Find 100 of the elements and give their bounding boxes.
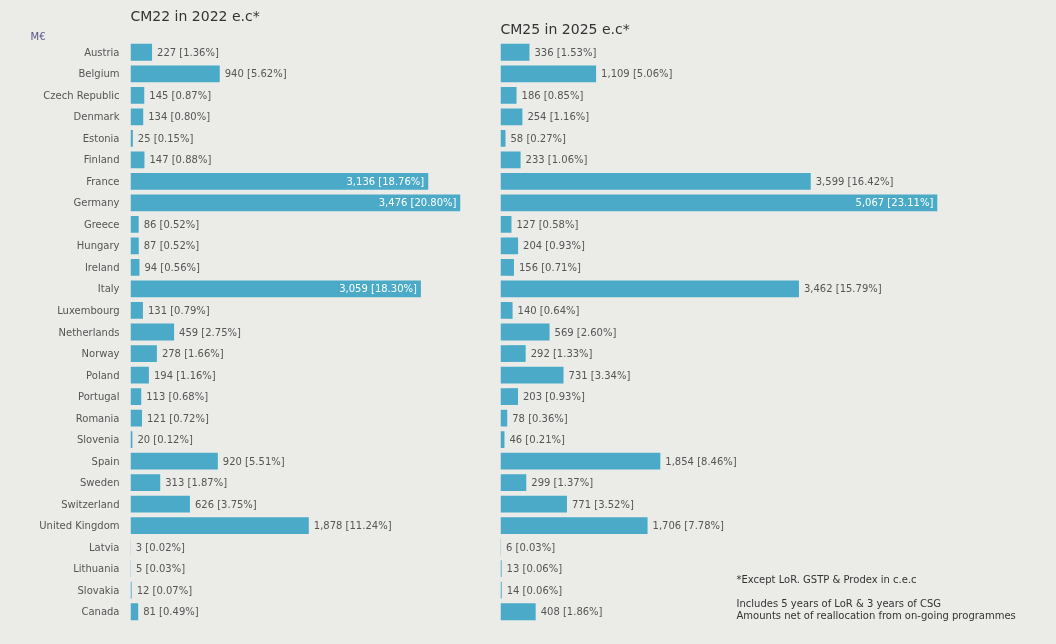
- data-label: 278 [1.66%]: [161, 348, 224, 360]
- bar: [130, 388, 142, 405]
- bar: [500, 108, 523, 126]
- data-label: 20 [0.12%]: [137, 434, 193, 446]
- data-label: 1,878 [11.24%]: [313, 520, 392, 532]
- bar: [130, 474, 161, 492]
- y-tick-label: Poland: [86, 369, 120, 381]
- data-label: 313 [1.87%]: [165, 477, 228, 489]
- data-label: 127 [0.58%]: [516, 218, 579, 230]
- bar: [130, 366, 149, 384]
- bar: [130, 517, 309, 535]
- bar: [500, 517, 648, 535]
- bar: [130, 65, 220, 83]
- data-label: 94 [0.56%]: [144, 261, 200, 273]
- y-tick-label: France: [86, 175, 120, 187]
- bar: [130, 495, 190, 513]
- bar: [130, 237, 139, 255]
- y-tick-label: Slovenia: [76, 434, 120, 446]
- bar: [130, 345, 157, 362]
- data-label: 459 [2.75%]: [179, 326, 242, 338]
- chart-title: CM25 in 2025 e.c*: [500, 20, 630, 37]
- bar: [500, 65, 597, 83]
- bar: [500, 86, 517, 104]
- bar: [130, 43, 153, 61]
- data-label: 86 [0.52%]: [143, 218, 200, 230]
- data-label: 186 [0.85%]: [521, 89, 584, 101]
- data-label: 12 [0.07%]: [136, 584, 193, 596]
- bar: [500, 280, 799, 298]
- data-label: 3,599 [16.42%]: [815, 175, 894, 187]
- annotation: Includes 5 years of LoR & 3 years of CSG: [736, 597, 942, 609]
- data-label: 1,854 [8.46%]: [665, 455, 737, 467]
- y-tick-label: Italy: [97, 283, 120, 295]
- data-label: 25 [0.15%]: [137, 132, 194, 144]
- bar: [130, 86, 145, 104]
- data-label: 920 [5.51%]: [222, 455, 285, 467]
- data-label: 78 [0.36%]: [512, 412, 568, 424]
- data-label: 626 [3.75%]: [194, 498, 257, 510]
- y-tick-label: Czech Republic: [43, 89, 120, 101]
- bar: [130, 409, 142, 427]
- data-label: 140 [0.64%]: [517, 304, 580, 316]
- y-tick-label: Lithuania: [73, 563, 120, 575]
- y-tick-label: Romania: [75, 412, 120, 424]
- y-tick-label: Switzerland: [61, 498, 120, 510]
- y-tick-label: Germany: [73, 197, 120, 209]
- bar: [500, 345, 526, 362]
- data-label: 81 [0.49%]: [143, 606, 199, 618]
- data-label: 299 [1.37%]: [531, 477, 594, 489]
- data-label: 3,476 [20.80%]: [378, 197, 457, 209]
- bar: [500, 388, 518, 405]
- bar: [130, 108, 144, 126]
- data-label: 771 [3.52%]: [571, 498, 634, 510]
- bar: [500, 237, 519, 255]
- y-tick-label: Denmark: [73, 111, 120, 123]
- data-label: 731 [3.34%]: [568, 369, 631, 381]
- y-tick-label: Austria: [84, 46, 120, 58]
- data-label: 3 [0.02%]: [135, 541, 185, 553]
- bar: [500, 474, 527, 492]
- bar: [130, 259, 140, 276]
- data-label: 5,067 [23.11%]: [855, 197, 934, 209]
- data-label: 46 [0.21%]: [509, 434, 566, 446]
- data-label: 1,706 [7.78%]: [652, 520, 725, 532]
- data-label: 113 [0.68%]: [146, 391, 209, 403]
- data-label: 408 [1.86%]: [540, 606, 603, 618]
- y-tick-label: Portugal: [78, 391, 120, 403]
- y-tick-label: United Kingdom: [39, 520, 120, 532]
- data-label: 1,109 [5.06%]: [601, 68, 673, 80]
- data-label: 3,059 [18.30%]: [339, 283, 418, 295]
- data-label: 156 [0.71%]: [518, 261, 581, 273]
- data-label: 147 [0.88%]: [149, 154, 212, 166]
- data-label: 194 [1.16%]: [153, 369, 216, 381]
- data-label: 204 [0.93%]: [523, 240, 586, 252]
- text: M€: [30, 30, 46, 42]
- bar: [500, 323, 550, 341]
- bar: [130, 194, 461, 212]
- y-tick-label: Netherlands: [58, 326, 120, 338]
- annotation: *Except LoR. GSTP & Prodex in c.e.c: [736, 573, 917, 585]
- bar: [130, 151, 145, 169]
- y-tick-label: Belgium: [78, 68, 120, 80]
- data-label: 134 [0.80%]: [148, 111, 211, 123]
- data-label: 940 [5.62%]: [224, 68, 287, 80]
- y-tick-label: Ireland: [84, 261, 120, 273]
- data-label: 336 [1.53%]: [534, 46, 597, 58]
- bar: [500, 216, 512, 233]
- data-label: 14 [0.06%]: [506, 584, 563, 596]
- data-label: 3,462 [15.79%]: [803, 283, 882, 295]
- y-tick-label: Norway: [81, 348, 120, 360]
- data-label: 121 [0.72%]: [146, 412, 209, 424]
- data-label: 145 [0.87%]: [149, 89, 212, 101]
- data-label: 6 [0.03%]: [506, 541, 556, 553]
- y-tick-label: Slovakia: [77, 584, 120, 596]
- bar: [500, 452, 661, 470]
- data-label: 5 [0.03%]: [135, 563, 186, 575]
- y-tick-label: Hungary: [76, 240, 120, 252]
- bar: [130, 302, 143, 319]
- bar: [500, 259, 514, 276]
- y-tick-label: Canada: [81, 606, 120, 618]
- y-tick-label: Estonia: [82, 132, 120, 144]
- bar: [500, 302, 513, 319]
- y-tick-label: Finland: [83, 154, 120, 166]
- data-label: 254 [1.16%]: [527, 111, 590, 123]
